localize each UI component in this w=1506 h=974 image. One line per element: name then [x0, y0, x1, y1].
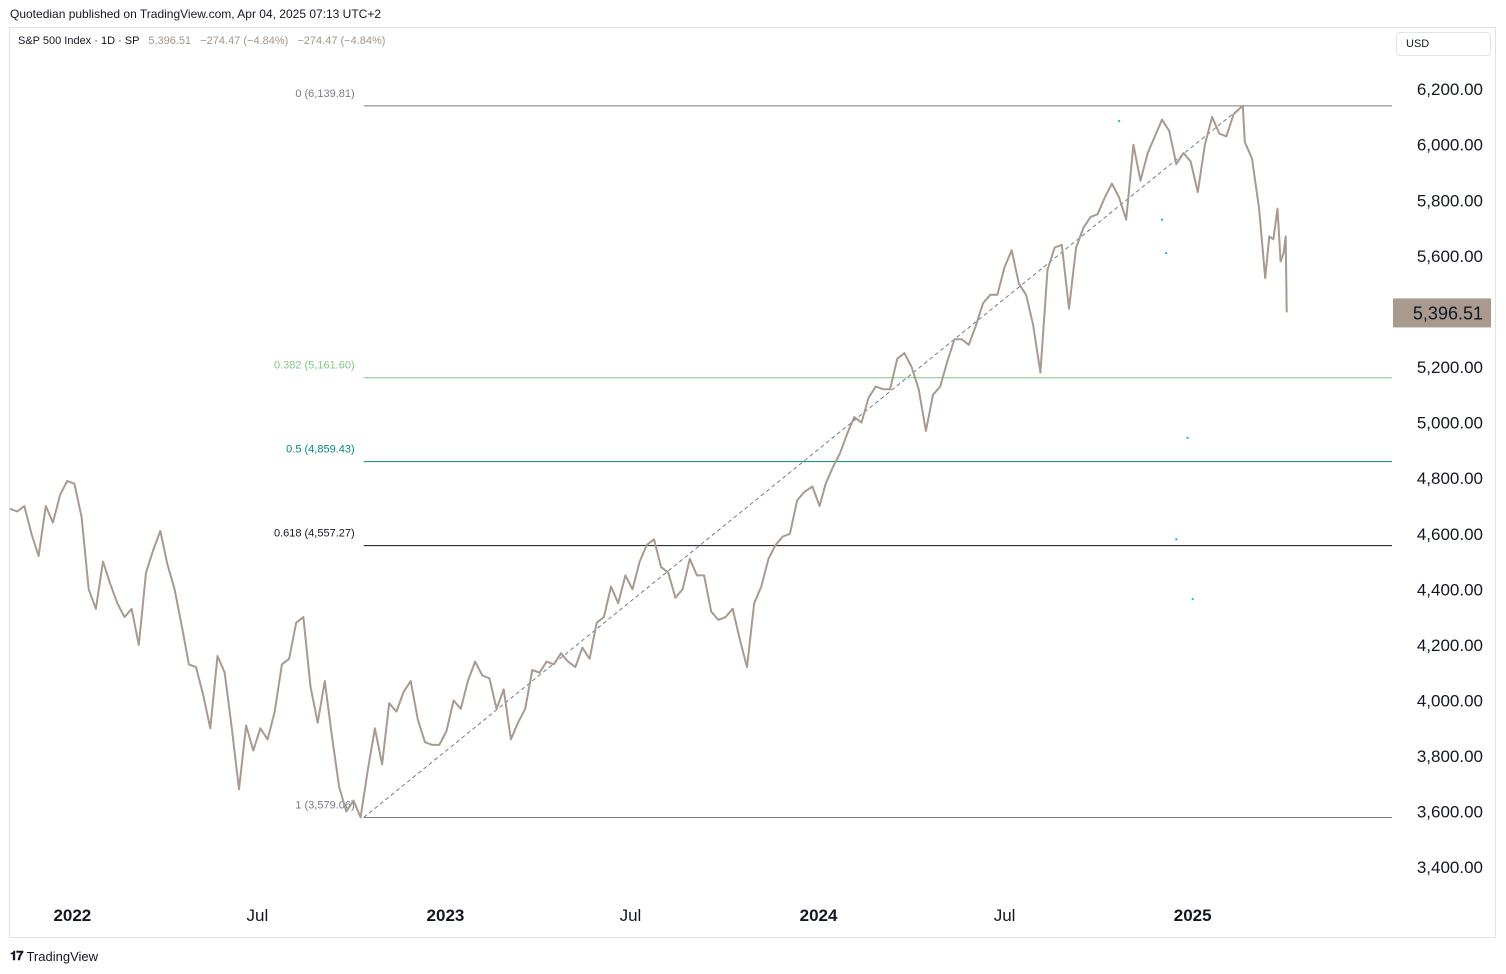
x-tick-label: 2024 — [800, 906, 838, 925]
fib-level-label: 0 (6,139.81) — [295, 88, 354, 100]
scatter-dot — [1186, 436, 1189, 440]
chart-frame — [9, 27, 1496, 938]
fib-level-label: 0.618 (4,557.27) — [274, 528, 355, 540]
symbol-legend[interactable]: S&P 500 Index · 1D · SP 5,396.51 −274.47… — [18, 35, 391, 47]
legend-change-value: −274.47 (−4.84%) — [200, 35, 289, 47]
scatter-dots — [1117, 119, 1194, 601]
fibonacci-retracement[interactable]: 0 (6,139.81) 0.382 (5,161.60) 0.5 (4,859.4… — [274, 88, 1392, 818]
x-tick-label: 2025 — [1174, 906, 1212, 925]
legend-close-value: 5,396.51 — [148, 35, 192, 47]
currency-button[interactable]: USD — [1396, 32, 1491, 56]
last-price-label: 5,396.51 — [1393, 298, 1491, 328]
fib-level-label: 0.5 (4,859.43) — [286, 444, 355, 456]
fib-level-label: 1 (3,579.06) — [295, 799, 354, 811]
tradingview-brand-text: TradingView — [26, 948, 99, 964]
price-line — [9, 104, 1288, 819]
price-series — [9, 104, 1288, 819]
y-tick-label: 4,000.00 — [1417, 691, 1483, 710]
footer-branding[interactable]: 𝟏𝟕 TradingView — [10, 948, 98, 964]
y-tick-label: 5,800.00 — [1417, 191, 1483, 210]
fib-level-label: 0.382 (5,161.60) — [274, 360, 355, 372]
scatter-dot — [1191, 597, 1194, 601]
x-tick-label: Jul — [620, 906, 642, 925]
last-price-text: 5,396.51 — [1413, 303, 1483, 323]
legend-change-value-2: −274.47 (−4.84%) — [297, 35, 386, 47]
y-tick-label: 6,200.00 — [1417, 80, 1483, 99]
published-by-text: Quotedian published on TradingView.com, … — [10, 7, 382, 21]
tradingview-logo-icon: 𝟏𝟕 — [10, 948, 24, 963]
last-price-badge — [1393, 298, 1491, 328]
x-tick-label: 2023 — [427, 906, 465, 925]
y-tick-label: 5,600.00 — [1417, 247, 1483, 266]
price-axis[interactable]: 6,200.00 6,000.00 5,800.00 5,600.00 5,200.00… — [1417, 80, 1483, 877]
x-tick-label: Jul — [994, 906, 1016, 925]
y-tick-label: 4,200.00 — [1417, 636, 1483, 655]
scatter-dot — [1164, 251, 1168, 255]
y-tick-label: 4,600.00 — [1417, 525, 1483, 544]
scatter-dot — [1117, 119, 1121, 123]
y-tick-label: 5,200.00 — [1417, 358, 1483, 377]
time-axis[interactable]: 2022 Jul 2023 Jul 2024 Jul 2025 — [53, 906, 1211, 925]
y-tick-label: 4,800.00 — [1417, 469, 1483, 488]
y-tick-label: 3,800.00 — [1417, 747, 1483, 766]
y-tick-label: 5,000.00 — [1417, 414, 1483, 433]
y-tick-label: 6,000.00 — [1417, 136, 1483, 155]
x-tick-label: Jul — [247, 906, 269, 925]
y-tick-label: 3,600.00 — [1417, 803, 1483, 822]
x-tick-label: 2022 — [53, 906, 91, 925]
symbol-title: S&P 500 Index · 1D · SP — [18, 35, 140, 47]
y-tick-label: 3,400.00 — [1417, 858, 1483, 877]
scatter-dot — [1160, 218, 1164, 221]
y-tick-label: 4,400.00 — [1417, 580, 1483, 599]
scatter-dot — [1175, 538, 1178, 541]
